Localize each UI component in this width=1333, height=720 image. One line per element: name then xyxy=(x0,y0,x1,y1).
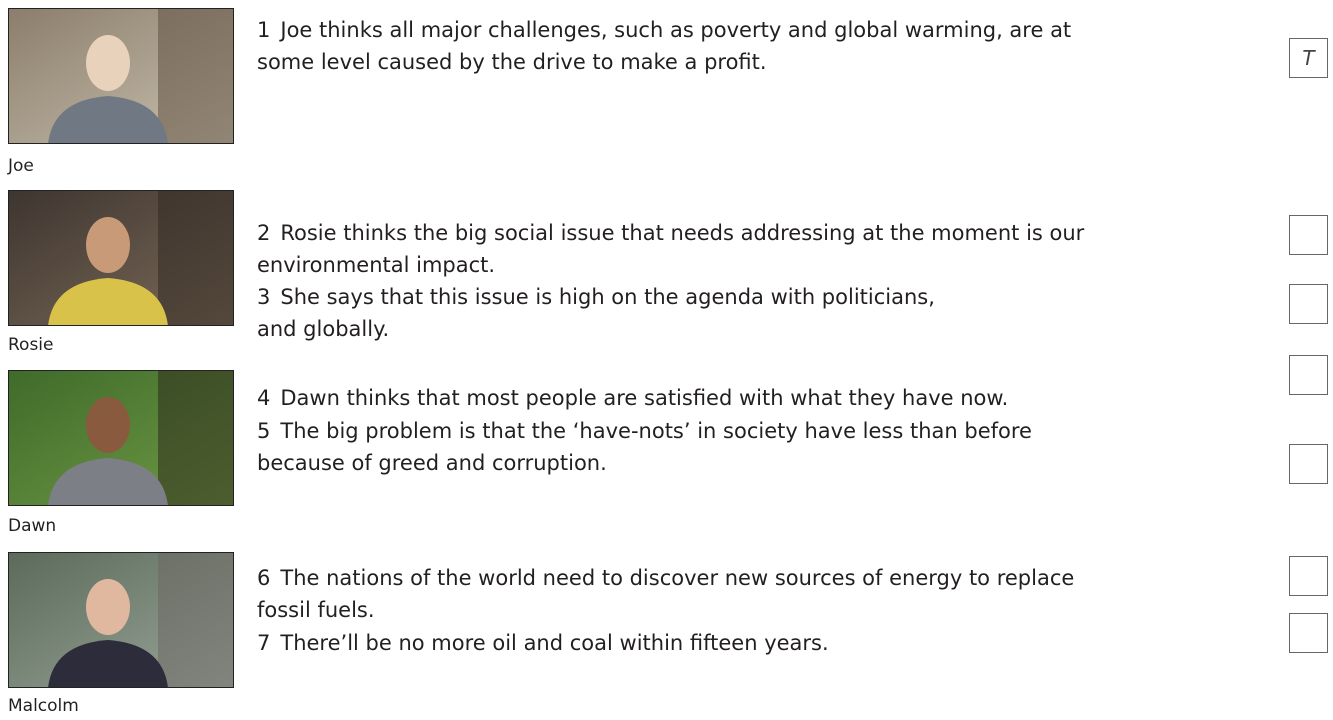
statement-line: and globally. xyxy=(257,313,389,345)
person-name: Rosie xyxy=(8,335,54,355)
answer-box[interactable] xyxy=(1289,613,1328,653)
statement-text: fossil fuels. xyxy=(257,598,375,622)
person-name: Malcolm xyxy=(8,696,79,716)
photo xyxy=(8,8,234,144)
statement-number: 4 xyxy=(257,386,270,410)
statement-text: Joe thinks all major challenges, such as… xyxy=(280,18,1071,42)
statement-text: She says that this issue is high on the … xyxy=(280,285,935,309)
worksheet: Joe 1 Joe thinks all major challenges, suc… xyxy=(0,0,1333,720)
statement-line: 7 There’ll be no more oil and coal within… xyxy=(257,627,829,659)
statement-line: 1 Joe thinks all major challenges, such a… xyxy=(257,14,1071,46)
statement-number: 2 xyxy=(257,221,270,245)
statement-text: Dawn thinks that most people are satisfi… xyxy=(280,386,1008,410)
answer-box[interactable] xyxy=(1289,444,1328,484)
statement-text: Rosie thinks the big social issue that n… xyxy=(280,221,1084,245)
statement-number: 7 xyxy=(257,631,270,655)
answer-box[interactable] xyxy=(1289,355,1328,395)
statement-text: The nations of the world need to discove… xyxy=(280,566,1074,590)
statement-number: 5 xyxy=(257,419,270,443)
person-name: Joe xyxy=(8,156,34,176)
statement-text: some level caused by the drive to make a… xyxy=(257,50,767,74)
statement-line: because of greed and corruption. xyxy=(257,447,607,479)
statement-text: and globally. xyxy=(257,317,389,341)
photo xyxy=(8,370,234,506)
statement-line: 6 The nations of the world need to discov… xyxy=(257,562,1074,594)
statement-text: because of greed and corruption. xyxy=(257,451,607,475)
person-name: Dawn xyxy=(8,516,56,536)
answer-box[interactable]: T xyxy=(1289,38,1328,78)
answer-box[interactable] xyxy=(1289,284,1328,324)
statement-line: 3 She says that this issue is high on the… xyxy=(257,281,935,313)
statement-line: fossil fuels. xyxy=(257,594,375,626)
statement-text: There’ll be no more oil and coal within … xyxy=(280,631,828,655)
photo xyxy=(8,190,234,326)
statement-text: environmental impact. xyxy=(257,253,495,277)
statement-number: 6 xyxy=(257,566,270,590)
statement-line: 2 Rosie thinks the big social issue that … xyxy=(257,217,1084,249)
photo xyxy=(8,552,234,688)
statement-line: environmental impact. xyxy=(257,249,495,281)
statement-number: 1 xyxy=(257,18,270,42)
answer-box[interactable] xyxy=(1289,215,1328,255)
statement-line: 4 Dawn thinks that most people are satisf… xyxy=(257,382,1008,414)
statement-line: 5 The big problem is that the ‘have-nots’… xyxy=(257,415,1032,447)
answer-box[interactable] xyxy=(1289,556,1328,596)
statement-number: 3 xyxy=(257,285,270,309)
statement-line: some level caused by the drive to make a… xyxy=(257,46,767,78)
statement-text: The big problem is that the ‘have-nots’ … xyxy=(280,419,1032,443)
